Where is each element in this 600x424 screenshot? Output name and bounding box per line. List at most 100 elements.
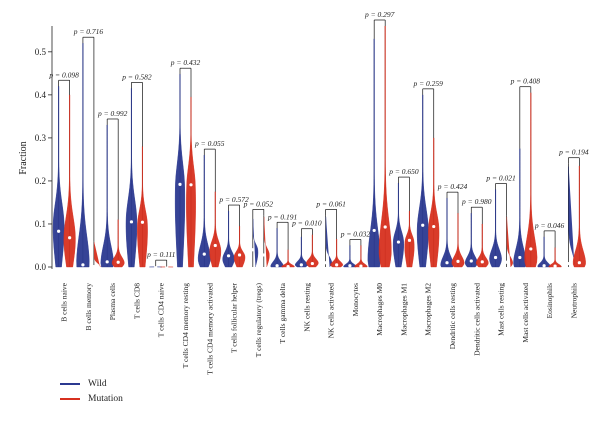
violin-mutation-median xyxy=(577,261,581,265)
violin-mutation xyxy=(233,225,246,268)
violin-mutation xyxy=(209,191,222,268)
p-value-label: p = 0.061 xyxy=(315,199,345,208)
p-value-label: p = 0.098 xyxy=(48,70,79,79)
p-value-label: p = 0.408 xyxy=(510,77,541,86)
violin-wild-median xyxy=(518,255,522,260)
y-tick-label: 0.1 xyxy=(35,219,46,229)
y-tick-label: 0.5 xyxy=(35,47,47,57)
p-value-label: p = 0.191 xyxy=(267,212,297,221)
violin-mutation xyxy=(94,241,101,268)
p-value-label: p = 0.980 xyxy=(461,197,492,206)
violin-mutation xyxy=(506,216,513,268)
violin-mutation-median xyxy=(359,264,363,268)
violin-mutation-median xyxy=(286,264,290,269)
p-value-label: p = 0.111 xyxy=(146,250,175,259)
x-tick-label: NK cells resting xyxy=(302,283,311,332)
violin-wild-median xyxy=(396,240,401,244)
x-tick-label: Dendritic cells resting xyxy=(448,283,457,349)
y-tick-label: 0.4 xyxy=(35,90,47,100)
violin-wild xyxy=(295,236,308,268)
violin-mutation xyxy=(186,96,196,268)
violin-wild xyxy=(537,236,551,268)
violin-wild xyxy=(100,124,114,268)
x-tick-label: B cells naive xyxy=(60,282,69,321)
violin-mutation xyxy=(524,92,538,268)
violin-mutation-median xyxy=(165,265,169,269)
legend-label-wild: Wild xyxy=(88,379,107,389)
violin-wild xyxy=(568,166,575,268)
plot-area: 0.0 0.1 0.2 0.3 0.4 0.5 p = 0.098 B cells naive… xyxy=(35,10,589,375)
violin-wild-median xyxy=(226,254,231,258)
violin-mutation xyxy=(63,94,76,268)
violin-wild xyxy=(197,154,211,268)
violin-mutation-median xyxy=(189,183,193,187)
y-tick-label: 0.0 xyxy=(35,262,47,272)
x-tick-label: NK cells activated xyxy=(327,283,336,339)
violin-mutation-median xyxy=(262,253,266,257)
y-tick-label: 0.3 xyxy=(35,133,47,143)
violin-mutation-median xyxy=(553,264,557,268)
x-tick-label: T cells CD4 memory activated xyxy=(205,283,214,375)
violin-wild-median xyxy=(372,228,376,233)
violin-wild-median xyxy=(105,260,109,264)
p-value-label: p = 0.297 xyxy=(364,10,395,19)
violin-wild-median xyxy=(445,261,449,265)
p-value-label: p = 0.046 xyxy=(534,221,565,230)
x-tick-label: Mast cells activated xyxy=(521,283,530,343)
violin-wild-median xyxy=(275,264,279,268)
x-tick-label: Dendritic cells activated xyxy=(472,283,481,356)
violin-wild xyxy=(52,86,65,268)
x-tick-label: Monocytes xyxy=(351,283,360,316)
violin-wild-median xyxy=(81,263,85,267)
x-tick-label: T cells CD4 naive xyxy=(157,282,166,337)
violin-mutation-median xyxy=(407,238,412,242)
violin-wild-median xyxy=(57,229,61,233)
x-tick-label: T cells gamma delta xyxy=(278,282,287,343)
violin-mutation-median xyxy=(529,247,533,251)
p-value-label: p = 0.716 xyxy=(73,27,104,36)
violin-wild-median xyxy=(129,220,134,224)
violin-wild-median xyxy=(566,261,570,266)
legend-swatch-mutation xyxy=(60,398,80,400)
violin-mutation-median xyxy=(480,260,484,264)
violin-wild xyxy=(222,210,235,268)
violin-wild xyxy=(489,189,502,268)
legend-item-wild: Wild xyxy=(60,379,107,389)
p-value-label: p = 0.432 xyxy=(170,58,201,67)
violin-wild xyxy=(125,88,138,268)
x-tick-label: T cells CD8 xyxy=(132,283,141,319)
violin-mutation xyxy=(281,249,295,268)
violin-wild-median xyxy=(178,182,182,186)
p-value-label: p = 0.992 xyxy=(97,109,128,118)
violin-mutation xyxy=(548,247,562,268)
violin-wild-median xyxy=(542,264,546,268)
violin-wild xyxy=(343,245,357,268)
violin-mutation xyxy=(572,165,586,268)
x-tick-label: Plasma cells xyxy=(108,283,117,320)
violin-mutation xyxy=(137,146,148,268)
violin-wild-median xyxy=(202,252,206,256)
violin-wild xyxy=(416,94,429,268)
p-value-label: p = 0.010 xyxy=(291,219,322,228)
violin-wild-median xyxy=(421,223,425,227)
violin-mutation xyxy=(263,216,270,268)
violin-wild-median xyxy=(154,265,158,269)
legend-item-mutation: Mutation xyxy=(60,394,123,404)
x-tick-label: Eosinophils xyxy=(545,283,554,319)
violin-mutation xyxy=(111,219,125,268)
violin-mutation-median xyxy=(456,259,460,264)
violin-mutation xyxy=(354,245,368,268)
x-tick-label: T cells CD4 memory resting xyxy=(181,283,190,369)
violin-mutation xyxy=(428,137,440,268)
x-tick-label: B cells memory xyxy=(84,283,93,331)
violin-wild-median xyxy=(324,261,328,265)
x-tick-label: Neutrophils xyxy=(569,283,578,318)
violin-wild xyxy=(270,228,284,268)
violin-mutation-median xyxy=(237,253,242,257)
p-value-label: p = 0.424 xyxy=(437,182,468,191)
legend-swatch-wild xyxy=(60,383,80,385)
violin-mutation-median xyxy=(335,263,339,267)
p-value-label: p = 0.572 xyxy=(218,195,249,204)
violin-wild xyxy=(174,74,186,268)
